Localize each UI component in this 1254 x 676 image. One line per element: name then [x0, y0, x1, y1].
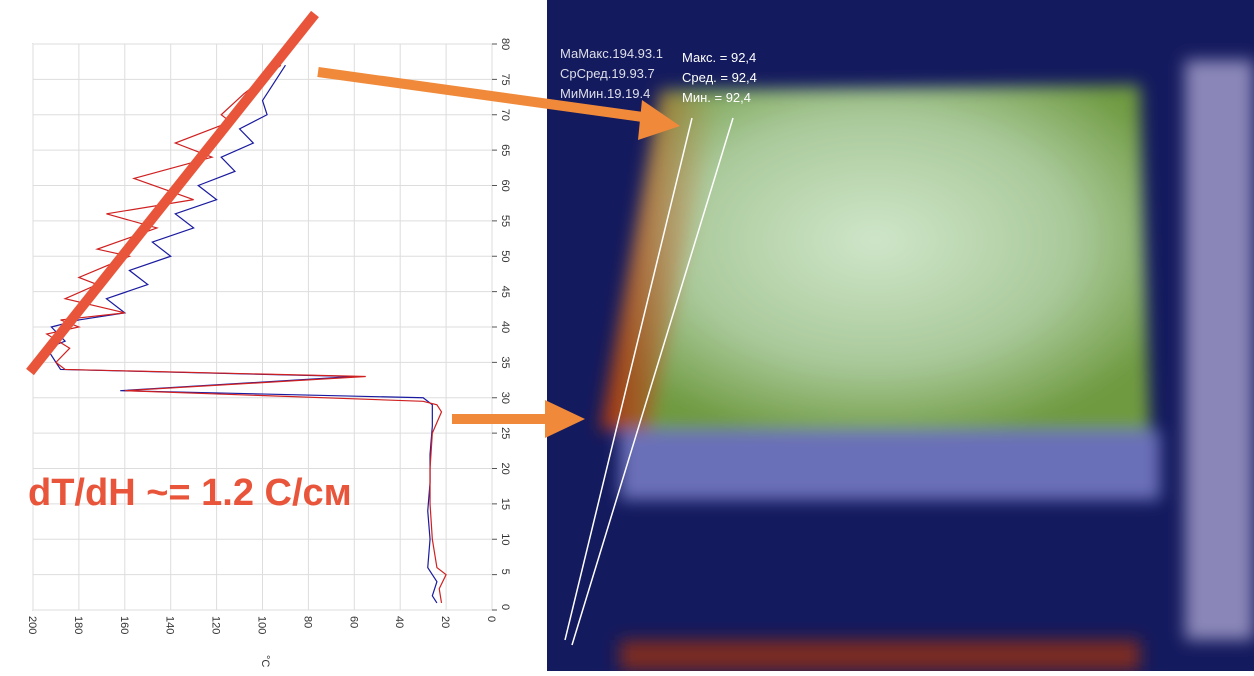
x-tick-label: 160 — [118, 616, 130, 634]
y-tick-label: 60 — [499, 180, 511, 192]
y-tick-label: 5 — [499, 569, 511, 575]
x-tick-label: 100 — [256, 616, 268, 634]
x-tick-label: 60 — [347, 616, 359, 628]
arrow-head — [545, 400, 585, 438]
profile-line — [564, 117, 693, 641]
overlay-text: Макс. = 92,4 — [682, 50, 756, 65]
y-tick-label: 20 — [499, 463, 511, 475]
x-tick-label: 180 — [72, 616, 84, 634]
profile-line — [571, 117, 734, 646]
y-tick-label: 70 — [499, 109, 511, 121]
y-tick-label: 30 — [499, 392, 511, 404]
y-tick-label: 80 — [499, 38, 511, 50]
x-tick-label: 40 — [393, 616, 405, 628]
y-tick-label: 55 — [499, 215, 511, 227]
x-tick-label: 200 — [26, 616, 38, 634]
arrow — [317, 67, 651, 123]
y-tick-label: 10 — [499, 533, 511, 545]
overlay-text: СрСред.19.93.7 — [560, 66, 655, 81]
x-axis-label: °C — [259, 655, 271, 667]
y-tick-label: 15 — [499, 498, 511, 510]
x-tick-label: 120 — [210, 616, 222, 634]
x-tick-label: 140 — [164, 616, 176, 634]
y-tick-label: 65 — [499, 144, 511, 156]
x-tick-label: 80 — [301, 616, 313, 628]
overlay-text: Мин. = 92,4 — [682, 90, 751, 105]
arrow-head — [638, 100, 680, 140]
x-tick-label: 20 — [439, 616, 451, 628]
y-tick-label: 0 — [499, 604, 511, 610]
y-tick-label: 45 — [499, 286, 511, 298]
y-tick-label: 25 — [499, 427, 511, 439]
y-tick-label: 40 — [499, 321, 511, 333]
y-tick-label: 75 — [499, 73, 511, 85]
y-tick-label: 35 — [499, 356, 511, 368]
slope-line — [26, 10, 319, 376]
annotation: dT/dH ~= 1.2 C/см — [28, 472, 352, 514]
overlay-text: МиМин.19.19.4 — [560, 86, 650, 101]
x-tick-label: 0 — [485, 616, 497, 622]
overlay-text: Сред. = 92,4 — [682, 70, 757, 85]
overlay-text: МаМакс.194.93.1 — [560, 46, 663, 61]
thermal-object — [600, 60, 1254, 671]
y-tick-label: 50 — [499, 250, 511, 262]
